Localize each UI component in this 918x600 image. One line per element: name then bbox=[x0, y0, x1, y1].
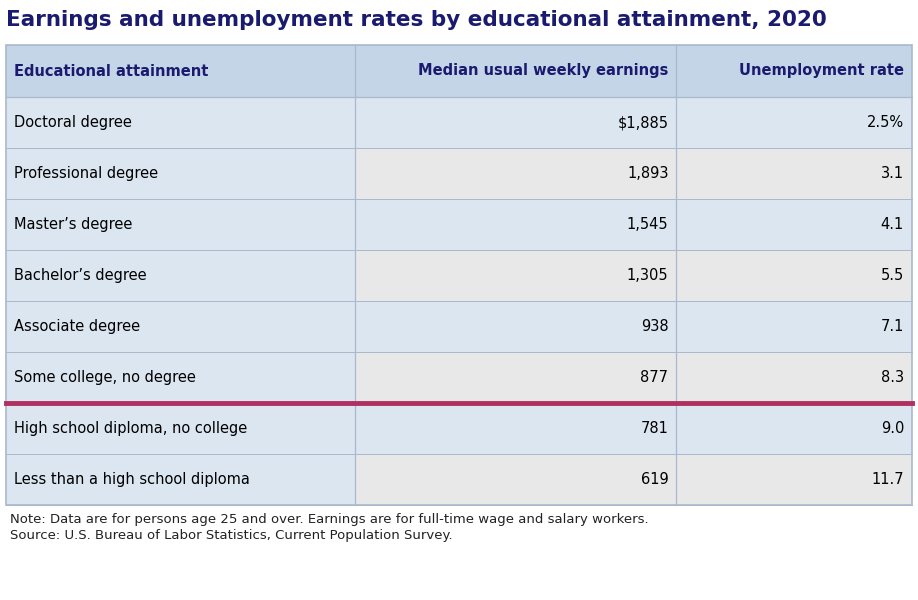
Text: Unemployment rate: Unemployment rate bbox=[739, 64, 904, 79]
Bar bbox=[355, 250, 912, 301]
Text: Some college, no degree: Some college, no degree bbox=[14, 370, 196, 385]
Bar bbox=[355, 352, 912, 403]
Bar bbox=[6, 352, 355, 403]
Text: Earnings and unemployment rates by educational attainment, 2020: Earnings and unemployment rates by educa… bbox=[6, 10, 827, 30]
Text: 2.5%: 2.5% bbox=[867, 115, 904, 130]
Text: Master’s degree: Master’s degree bbox=[14, 217, 132, 232]
Text: Associate degree: Associate degree bbox=[14, 319, 140, 334]
Text: High school diploma, no college: High school diploma, no college bbox=[14, 421, 247, 436]
Text: 1,893: 1,893 bbox=[627, 166, 668, 181]
Text: 5.5: 5.5 bbox=[880, 268, 904, 283]
Text: Bachelor’s degree: Bachelor’s degree bbox=[14, 268, 147, 283]
Bar bbox=[355, 199, 912, 250]
Text: 1,305: 1,305 bbox=[627, 268, 668, 283]
Bar bbox=[6, 250, 355, 301]
Text: Source: U.S. Bureau of Labor Statistics, Current Population Survey.: Source: U.S. Bureau of Labor Statistics,… bbox=[10, 529, 453, 542]
Bar bbox=[355, 301, 912, 352]
Text: 877: 877 bbox=[641, 370, 668, 385]
Text: 8.3: 8.3 bbox=[881, 370, 904, 385]
Text: 4.1: 4.1 bbox=[880, 217, 904, 232]
Text: 1,545: 1,545 bbox=[627, 217, 668, 232]
Text: Doctoral degree: Doctoral degree bbox=[14, 115, 132, 130]
Bar bbox=[355, 148, 912, 199]
Text: Median usual weekly earnings: Median usual weekly earnings bbox=[418, 64, 668, 79]
Text: $1,885: $1,885 bbox=[618, 115, 668, 130]
Bar bbox=[6, 45, 912, 97]
Bar bbox=[6, 45, 912, 505]
Text: 781: 781 bbox=[641, 421, 668, 436]
Text: Less than a high school diploma: Less than a high school diploma bbox=[14, 472, 250, 487]
Bar bbox=[355, 403, 912, 454]
Text: Professional degree: Professional degree bbox=[14, 166, 158, 181]
Text: 11.7: 11.7 bbox=[871, 472, 904, 487]
Bar bbox=[6, 148, 355, 199]
Text: 7.1: 7.1 bbox=[880, 319, 904, 334]
Text: Note: Data are for persons age 25 and over. Earnings are for full-time wage and : Note: Data are for persons age 25 and ov… bbox=[10, 513, 649, 526]
Bar bbox=[6, 454, 355, 505]
Bar bbox=[355, 97, 912, 148]
Text: 619: 619 bbox=[641, 472, 668, 487]
Text: 3.1: 3.1 bbox=[881, 166, 904, 181]
Bar bbox=[6, 403, 355, 454]
Text: 938: 938 bbox=[641, 319, 668, 334]
Text: Educational attainment: Educational attainment bbox=[14, 64, 208, 79]
Bar bbox=[6, 199, 355, 250]
Bar bbox=[355, 454, 912, 505]
Bar bbox=[6, 301, 355, 352]
Text: 9.0: 9.0 bbox=[880, 421, 904, 436]
Bar bbox=[6, 97, 355, 148]
